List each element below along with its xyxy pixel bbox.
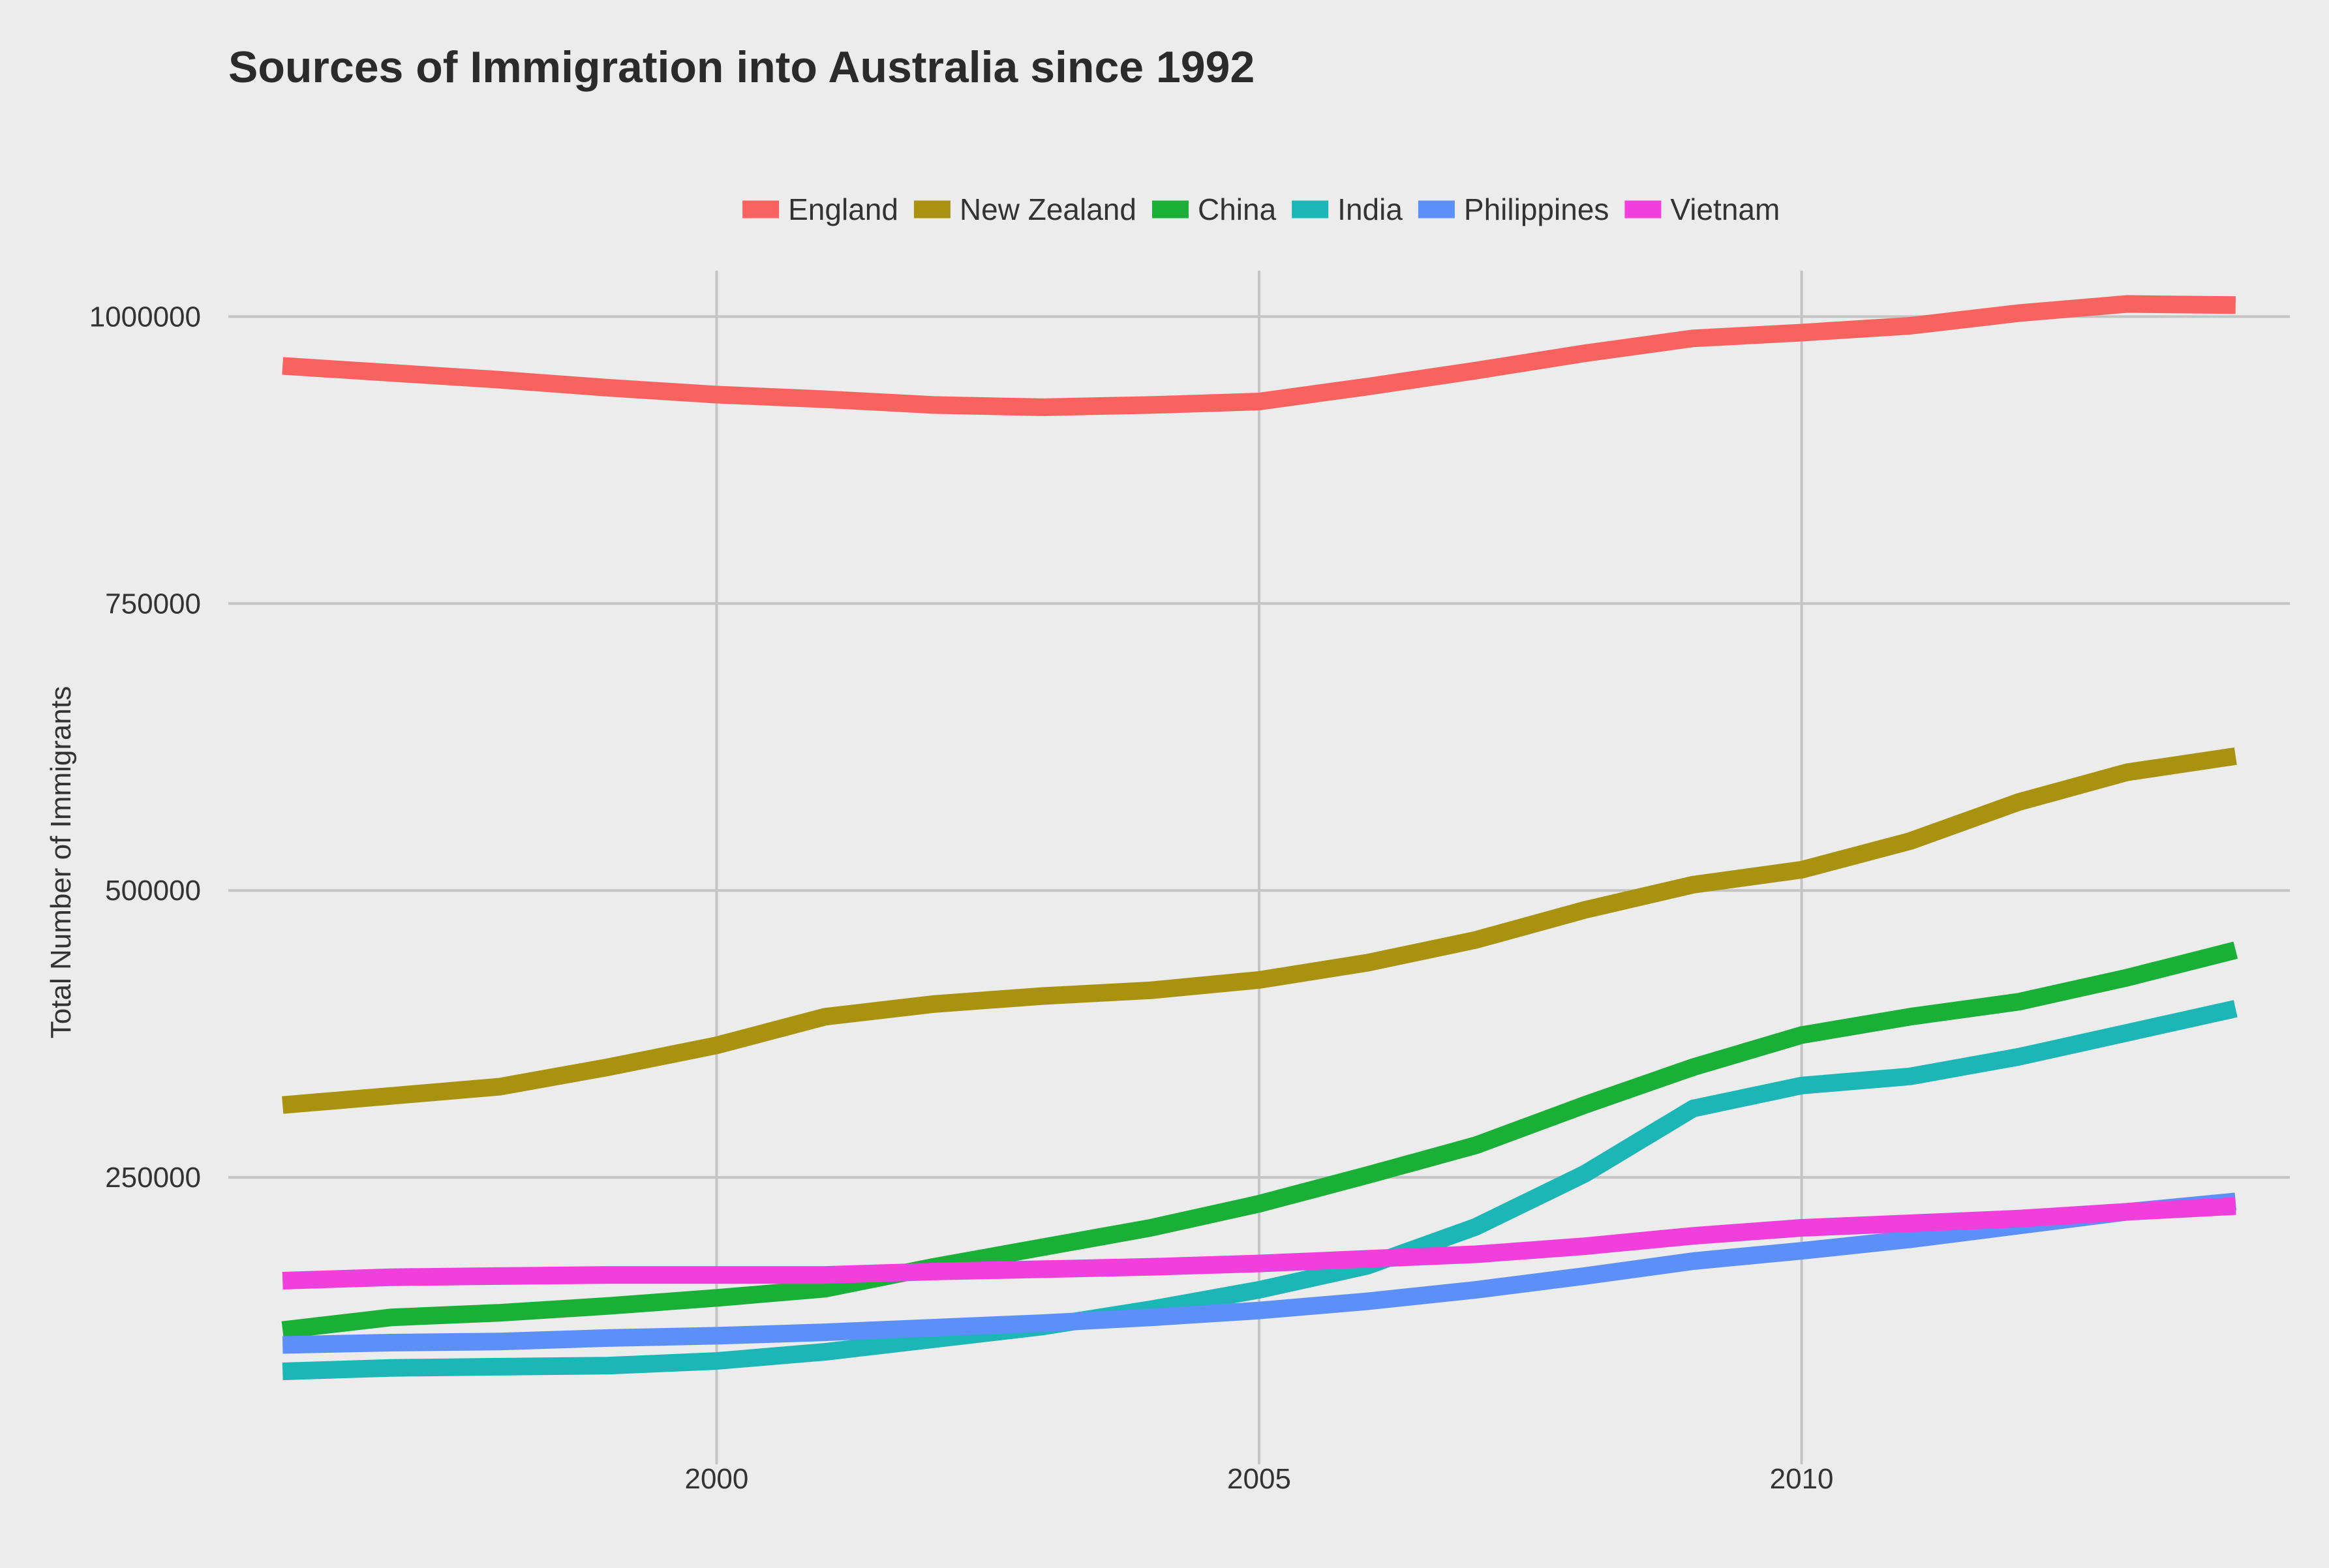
- x-tick-label: 2005: [1227, 1463, 1291, 1495]
- y-tick-label: 1000000: [89, 301, 201, 333]
- series-line-new-zealand: [282, 747, 2237, 1114]
- x-tick-label: 2000: [684, 1463, 748, 1495]
- legend-label-china: China: [1198, 192, 1277, 226]
- legend: England New Zealand China India Philippines V…: [742, 192, 1780, 226]
- series-line-china: [281, 941, 2238, 1339]
- y-axis-label: Total Number of Immigrants: [45, 686, 77, 1038]
- legend-label-vietnam: Vietnam: [1670, 192, 1780, 226]
- x-tick-label: 2010: [1770, 1463, 1834, 1495]
- series-lines: [281, 295, 2238, 1380]
- y-axis-ticks: 250000 500000 750000 1000000: [89, 301, 201, 1194]
- legend-swatch-vietnam: [1624, 200, 1662, 219]
- series-line-england: [282, 295, 2236, 416]
- legend-swatch-new-zealand: [913, 200, 951, 219]
- y-tick-label: 750000: [105, 588, 201, 620]
- legend-label-philippines: Philippines: [1464, 192, 1609, 226]
- series-line-vietnam: [282, 1197, 2236, 1289]
- legend-swatch-england: [742, 200, 780, 219]
- grid: [228, 271, 2290, 1464]
- series-line-india: [282, 1000, 2238, 1380]
- legend-swatch-philippines: [1418, 200, 1455, 219]
- series-line-philippines: [282, 1192, 2237, 1354]
- y-tick-label: 250000: [105, 1162, 201, 1194]
- legend-label-india: India: [1337, 192, 1403, 226]
- legend-label-england: England: [788, 192, 898, 226]
- chart-title: Sources of Immigration into Australia si…: [228, 42, 1255, 92]
- y-tick-label: 500000: [105, 875, 201, 907]
- legend-swatch-china: [1151, 200, 1189, 219]
- legend-label-new-zealand: New Zealand: [960, 192, 1136, 226]
- legend-swatch-india: [1292, 200, 1329, 219]
- x-axis-ticks: 2000 2005 2010: [684, 1463, 1833, 1495]
